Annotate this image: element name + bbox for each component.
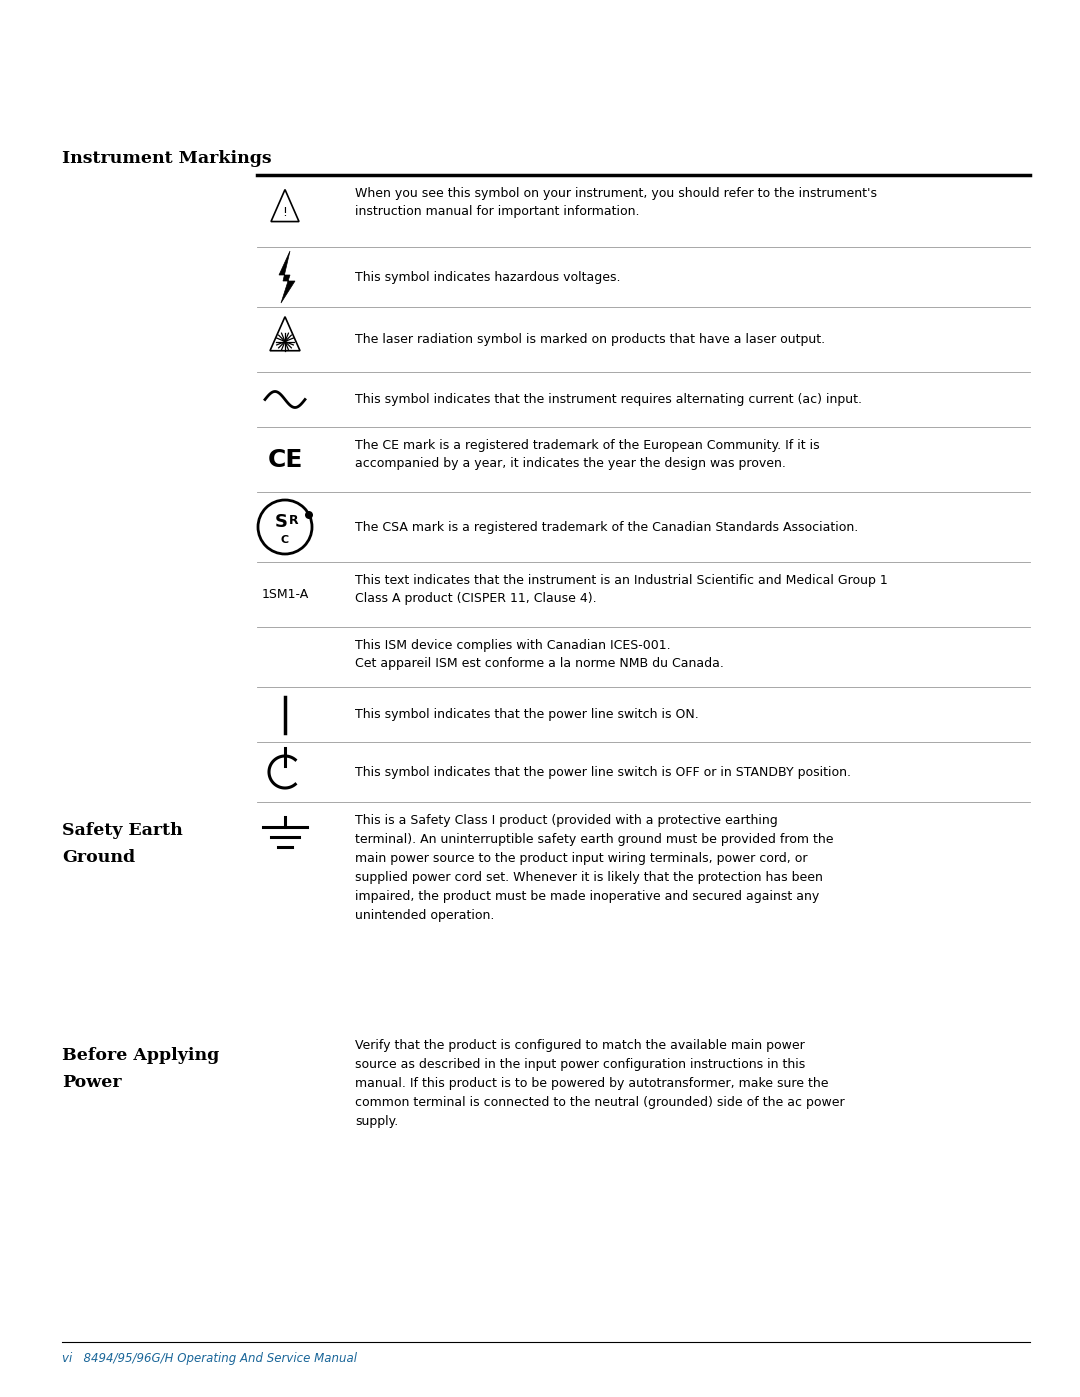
Text: This symbol indicates that the power line switch is OFF or in STANDBY position.: This symbol indicates that the power lin… (355, 766, 851, 778)
Text: Before Applying
Power: Before Applying Power (62, 1046, 219, 1091)
Polygon shape (279, 251, 295, 303)
Text: This is a Safety Class I product (provided with a protective earthing
terminal).: This is a Safety Class I product (provid… (355, 814, 834, 922)
Text: R: R (289, 514, 299, 527)
Text: This symbol indicates hazardous voltages.: This symbol indicates hazardous voltages… (355, 271, 621, 284)
Text: When you see this symbol on your instrument, you should refer to the instrument': When you see this symbol on your instrum… (355, 187, 877, 218)
Text: The laser radiation symbol is marked on products that have a laser output.: The laser radiation symbol is marked on … (355, 332, 825, 346)
Text: Safety Earth
Ground: Safety Earth Ground (62, 821, 183, 866)
Circle shape (305, 511, 313, 520)
Text: This symbol indicates that the power line switch is ON.: This symbol indicates that the power lin… (355, 708, 699, 721)
Text: 1SM1-A: 1SM1-A (261, 588, 309, 601)
Text: S: S (274, 513, 287, 531)
Text: The CE mark is a registered trademark of the European Community. If it is
accomp: The CE mark is a registered trademark of… (355, 439, 820, 469)
Text: Verify that the product is configured to match the available main power
source a: Verify that the product is configured to… (355, 1039, 845, 1127)
Text: vi   8494/95/96G/H Operating And Service Manual: vi 8494/95/96G/H Operating And Service M… (62, 1352, 357, 1365)
Text: CE: CE (268, 447, 302, 472)
Text: C: C (281, 535, 289, 545)
Text: !: ! (283, 207, 287, 219)
Text: Instrument Markings: Instrument Markings (62, 149, 272, 168)
Text: The CSA mark is a registered trademark of the Canadian Standards Association.: The CSA mark is a registered trademark o… (355, 521, 859, 534)
Text: This symbol indicates that the instrument requires alternating current (ac) inpu: This symbol indicates that the instrumen… (355, 393, 862, 407)
Text: This text indicates that the instrument is an Industrial Scientific and Medical : This text indicates that the instrument … (355, 574, 888, 605)
Text: This ISM device complies with Canadian ICES-001.
Cet appareil ISM est conforme a: This ISM device complies with Canadian I… (355, 638, 724, 671)
